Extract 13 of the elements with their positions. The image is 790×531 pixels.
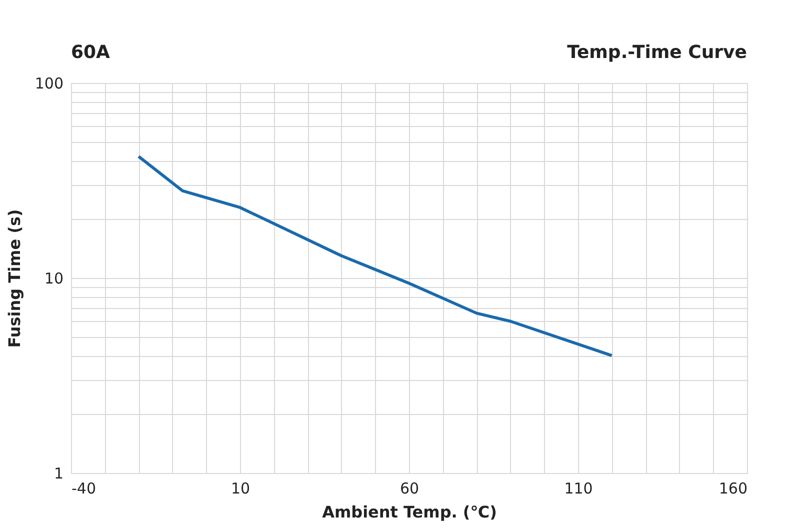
chart-subtitle: Temp.-Time Curve — [567, 42, 747, 63]
y-axis-title: Fusing Time (s) — [4, 209, 24, 348]
x-axis-title: Ambient Temp. (℃) — [322, 502, 497, 522]
x-tick-label: -40 — [72, 480, 96, 498]
x-tick-label: 160 — [718, 480, 748, 498]
x-tick-label: 10 — [230, 480, 250, 498]
x-tick-label: 60 — [400, 480, 420, 498]
x-tick-label: 110 — [564, 480, 593, 498]
chart-title: 60A — [71, 42, 110, 63]
y-tick-label: 10 — [44, 270, 64, 288]
line-series — [137, 154, 614, 358]
y-tick-label: 1 — [54, 464, 64, 482]
y-tick-label: 100 — [34, 74, 64, 92]
